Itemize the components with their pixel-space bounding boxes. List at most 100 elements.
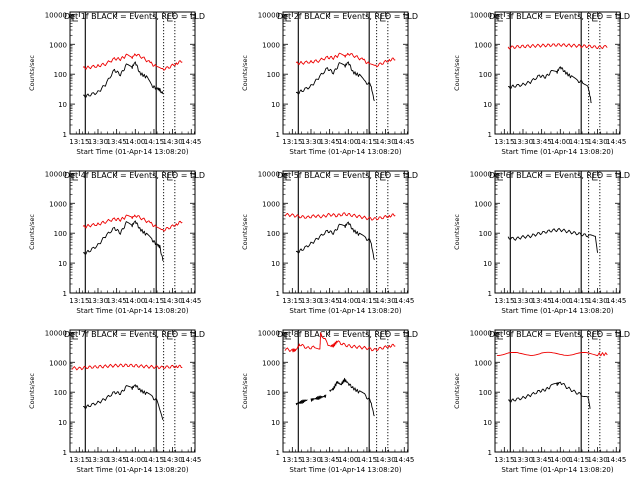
lld-marker-icon xyxy=(592,332,598,340)
x-tick-label: 13:45 xyxy=(532,297,552,305)
x-axis-label: Start Time (01-Apr-14 13:08:20) xyxy=(289,148,401,156)
start-marker-icon xyxy=(497,173,503,181)
series-events-line xyxy=(295,221,375,261)
lld-marker-icon xyxy=(592,14,598,22)
series-lld-line xyxy=(507,43,608,50)
chart-title: Det 8f BLACK = Events, RED = LLD xyxy=(277,330,418,339)
y-tick-label: 1 xyxy=(488,290,492,298)
y-tick-label: 10000 xyxy=(258,170,280,178)
y-tick-label: 1000 xyxy=(49,200,67,208)
chart-panel-1: Det 1f BLACK = Events, RED = LLD Counts/s… xyxy=(28,11,205,156)
chart-panel-5: Det 5f BLACK = Events, RED = LLD Counts/s… xyxy=(241,170,418,315)
x-tick-label: 14:00 xyxy=(125,297,145,305)
start-marker-icon xyxy=(497,14,503,22)
lld-marker-icon xyxy=(592,173,598,181)
x-tick-label: 14:45 xyxy=(606,297,626,305)
start-marker-icon xyxy=(72,173,78,181)
y-tick-label: 1 xyxy=(488,131,492,139)
series-lld-line xyxy=(284,332,396,353)
y-tick-label: 1 xyxy=(276,290,280,298)
x-tick-label: 13:15 xyxy=(282,138,302,146)
chart-panel-2: Det 2f BLACK = Events, RED = LLD Counts/s… xyxy=(241,11,418,156)
x-tick-label: 14:15 xyxy=(357,456,377,464)
x-tick-label: 14:30 xyxy=(588,138,608,146)
y-tick-label: 100 xyxy=(267,71,280,79)
series-events-line xyxy=(310,394,327,402)
x-tick-label: 14:15 xyxy=(144,297,164,305)
x-tick-label: 14:30 xyxy=(376,138,396,146)
y-axis-label: Counts/sec xyxy=(28,55,36,91)
x-tick-label: 14:15 xyxy=(144,138,164,146)
x-axis-label: Start Time (01-Apr-14 13:08:20) xyxy=(76,466,188,474)
x-tick-label: 13:45 xyxy=(320,456,340,464)
x-tick-label: 13:30 xyxy=(88,456,108,464)
y-tick-label: 100 xyxy=(54,389,67,397)
y-axis-label: Counts/sec xyxy=(241,55,249,91)
series-lld-line xyxy=(71,363,183,371)
x-tick-label: 14:00 xyxy=(550,456,570,464)
x-tick-label: 14:00 xyxy=(125,138,145,146)
x-tick-label: 14:30 xyxy=(376,456,396,464)
plot-frame xyxy=(282,170,409,294)
series-events-line xyxy=(329,377,375,417)
x-tick-label: 13:45 xyxy=(107,138,127,146)
x-tick-label: 13:45 xyxy=(107,297,127,305)
x-tick-label: 14:15 xyxy=(569,138,589,146)
y-tick-label: 1000 xyxy=(474,200,492,208)
series-lld-line xyxy=(284,212,396,221)
x-tick-label: 14:30 xyxy=(376,297,396,305)
chart-title: Det 9f BLACK = Events, RED = LLD xyxy=(489,330,630,339)
y-tick-label: 10 xyxy=(58,419,67,427)
y-tick-label: 1000 xyxy=(262,200,280,208)
y-axis-label: Counts/sec xyxy=(28,214,36,250)
series-events-line xyxy=(295,61,375,102)
x-axis-label: Start Time (01-Apr-14 13:08:20) xyxy=(289,307,401,315)
lld-marker-icon xyxy=(167,14,173,22)
x-tick-label: 13:15 xyxy=(69,297,89,305)
x-tick-label: 14:15 xyxy=(569,297,589,305)
y-tick-label: 10000 xyxy=(45,11,67,19)
y-tick-label: 10000 xyxy=(470,11,492,19)
lld-marker-icon xyxy=(380,173,386,181)
x-tick-label: 14:00 xyxy=(125,456,145,464)
y-tick-label: 10000 xyxy=(258,329,280,337)
chart-panel-6: Det 6f BLACK = Events, RED = LLD Counts/s… xyxy=(453,170,630,315)
y-tick-label: 1000 xyxy=(262,359,280,367)
x-tick-label: 13:30 xyxy=(513,138,533,146)
chart-panel-8: Det 8f BLACK = Events, RED = LLD Counts/s… xyxy=(241,329,418,474)
y-tick-label: 1 xyxy=(276,449,280,457)
x-tick-label: 14:00 xyxy=(338,456,358,464)
y-tick-label: 10 xyxy=(271,101,280,109)
series-events-line xyxy=(83,61,164,98)
lld-marker-icon xyxy=(380,332,386,340)
x-tick-label: 13:45 xyxy=(320,138,340,146)
x-tick-label: 14:15 xyxy=(144,456,164,464)
chart-title: Det 6f BLACK = Events, RED = LLD xyxy=(489,171,630,180)
plot-frame xyxy=(69,170,196,294)
x-axis-label: Start Time (01-Apr-14 13:08:20) xyxy=(289,466,401,474)
x-tick-label: 13:30 xyxy=(513,297,533,305)
series-lld-line xyxy=(295,52,396,68)
plot-frame xyxy=(282,11,409,135)
x-tick-label: 14:30 xyxy=(588,456,608,464)
y-tick-label: 10 xyxy=(58,260,67,268)
y-tick-label: 1 xyxy=(276,131,280,139)
x-tick-label: 14:45 xyxy=(181,456,201,464)
series-lld-line xyxy=(82,53,183,71)
y-tick-label: 10000 xyxy=(470,170,492,178)
start-marker-icon xyxy=(285,332,291,340)
start-marker-icon xyxy=(497,332,503,340)
chart-panel-9: Det 9f BLACK = Events, RED = LLD Counts/s… xyxy=(453,329,630,474)
series-events-line xyxy=(295,399,308,406)
x-tick-label: 14:00 xyxy=(338,138,358,146)
y-tick-label: 10 xyxy=(483,101,492,109)
x-tick-label: 14:15 xyxy=(357,138,377,146)
x-tick-label: 13:30 xyxy=(301,297,321,305)
start-marker-icon xyxy=(285,14,291,22)
x-tick-label: 14:00 xyxy=(550,138,570,146)
x-tick-label: 14:45 xyxy=(394,297,414,305)
y-tick-label: 100 xyxy=(479,389,492,397)
x-tick-label: 14:45 xyxy=(181,297,201,305)
lld-marker-icon xyxy=(167,332,173,340)
